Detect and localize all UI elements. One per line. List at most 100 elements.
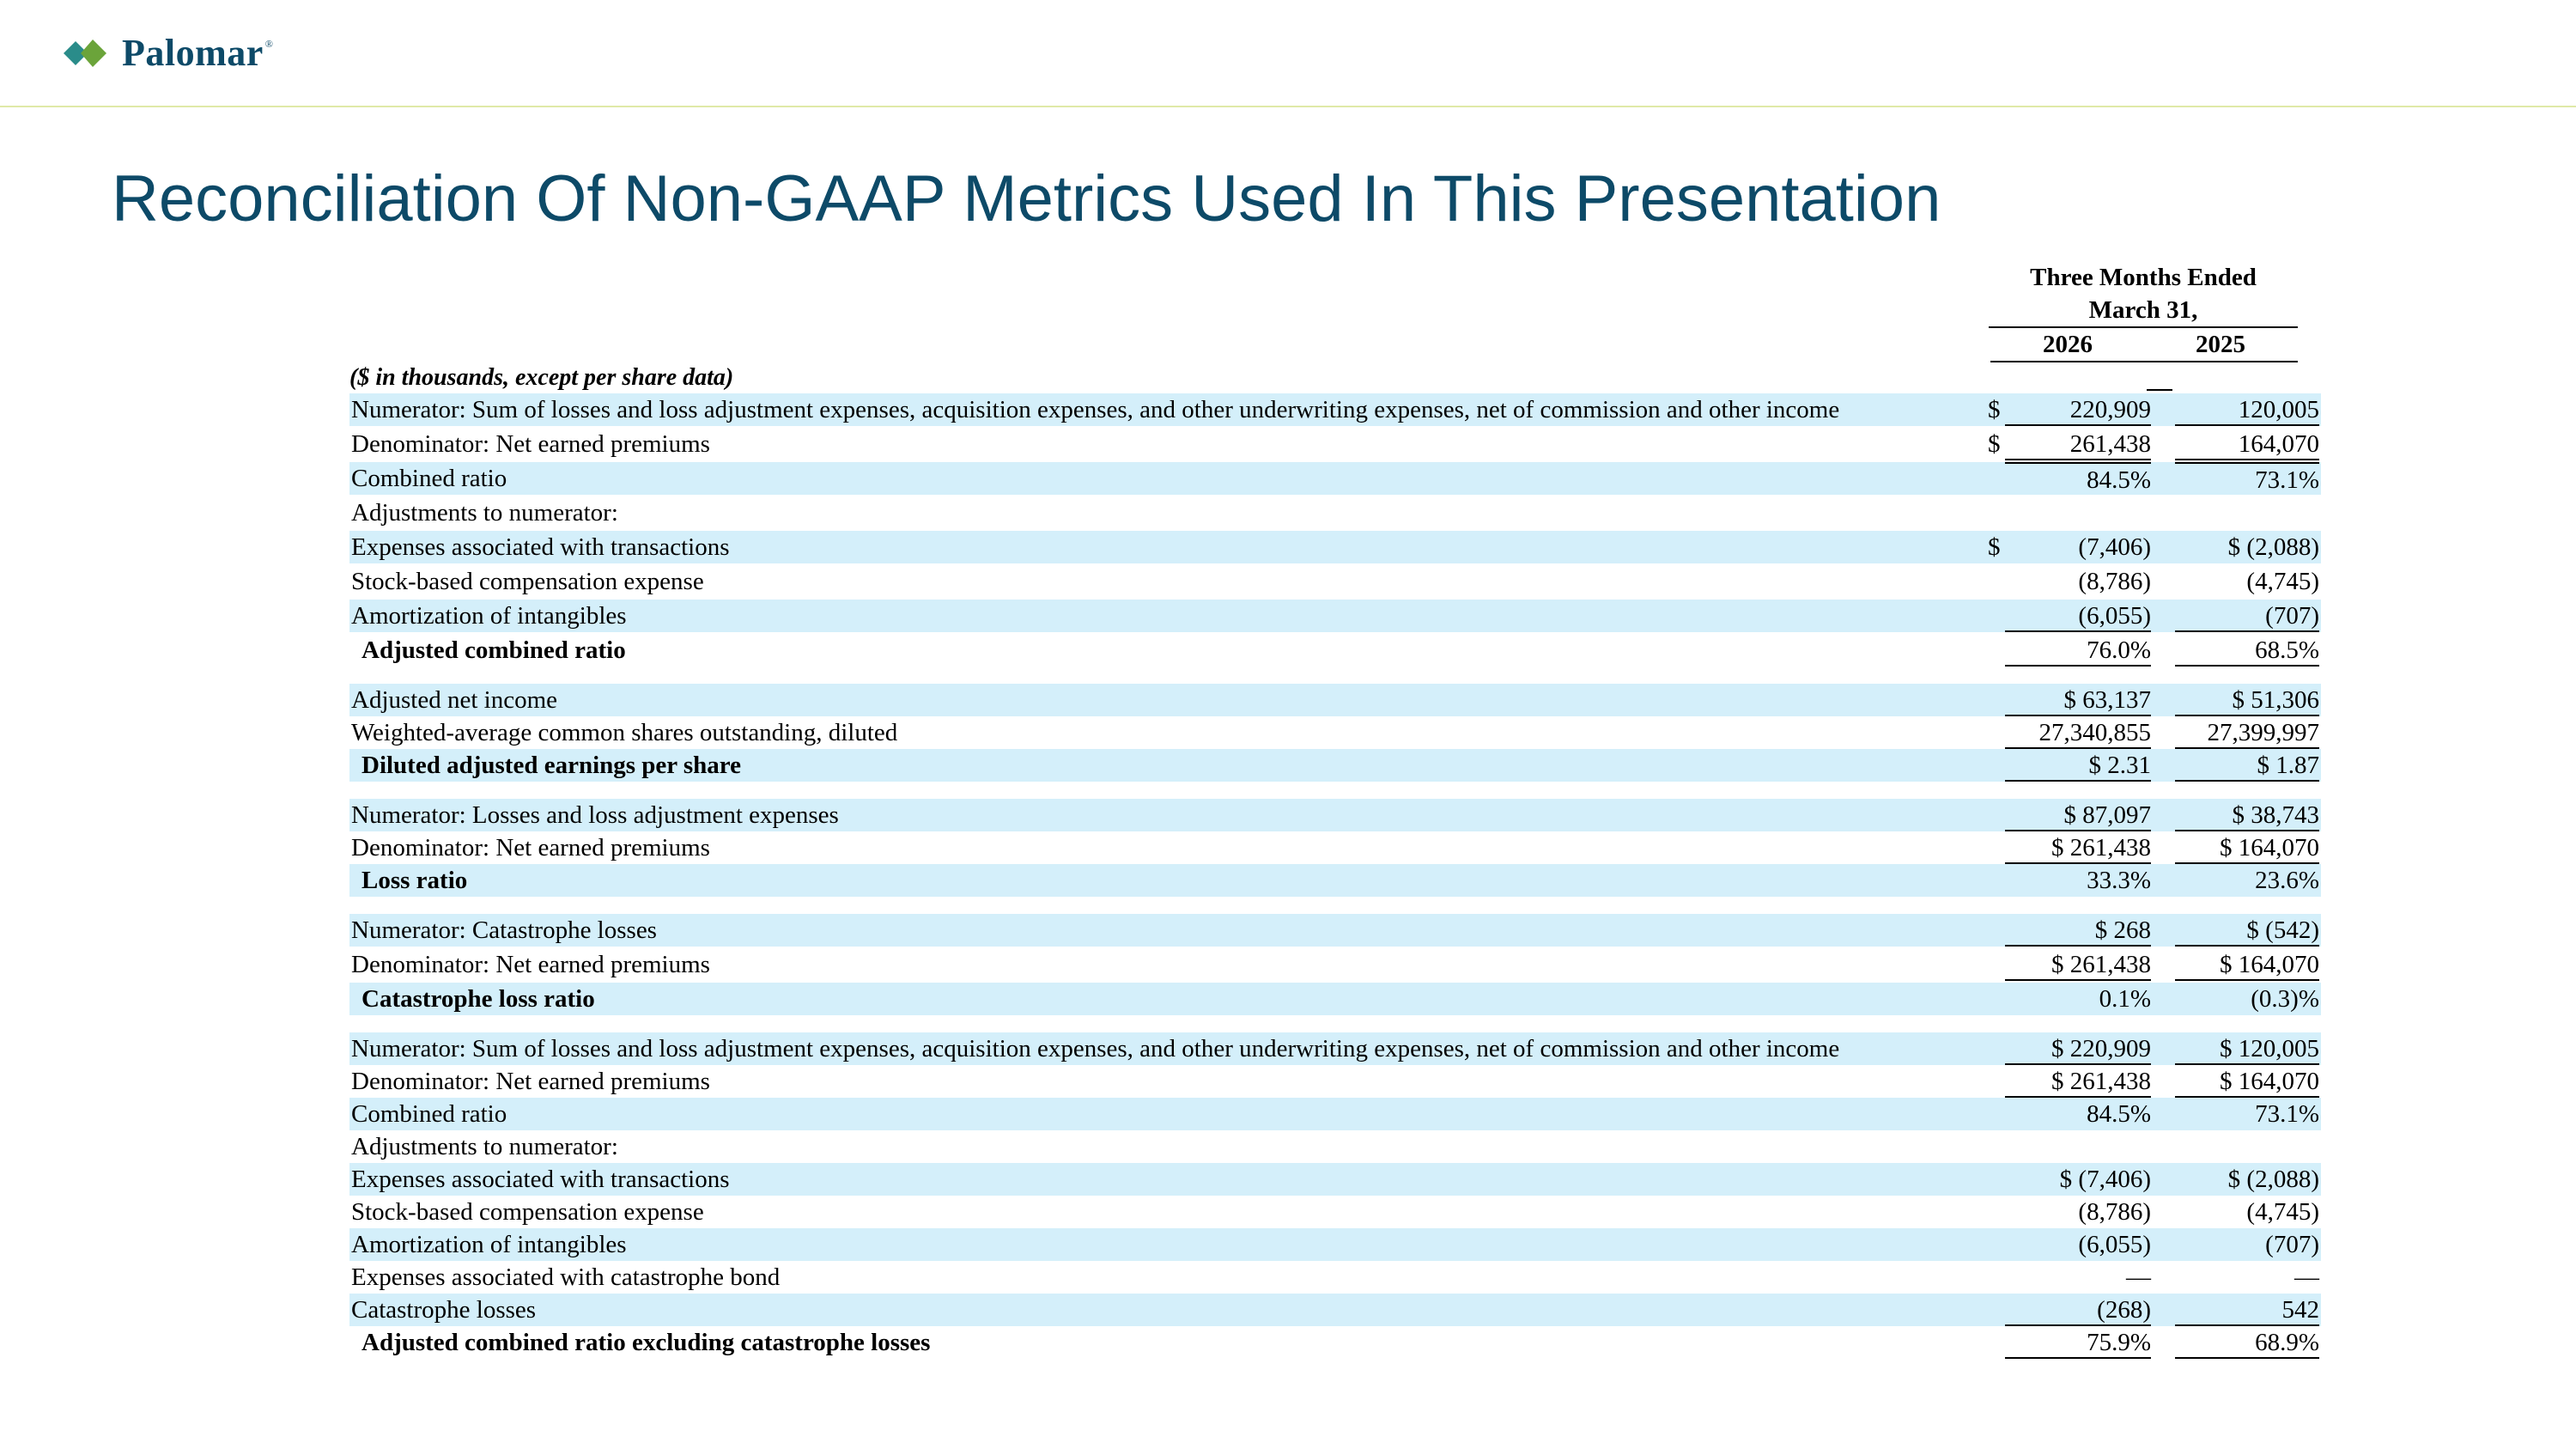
table-row: Loss ratio 33.3% 23.6%: [349, 864, 2321, 897]
value-2025: 542: [2175, 1294, 2319, 1326]
value-2026: 84.5%: [2005, 462, 2151, 495]
row-label: Stock-based compensation expense: [351, 568, 704, 595]
year-2026-header: 2026: [1990, 328, 2145, 362]
table-row: Diluted adjusted earnings per share $ 2.3…: [349, 749, 2321, 782]
row-label: Loss ratio: [361, 867, 468, 894]
dollar-sign: $: [1988, 533, 2001, 561]
header-dash: [2147, 389, 2172, 391]
value-2025: 68.9%: [2175, 1326, 2319, 1359]
row-label: Expenses associated with catastrophe bon…: [351, 1263, 781, 1291]
row-label: Denominator: Net earned premiums: [351, 1068, 710, 1095]
row-label: Amortization of intangibles: [351, 1231, 627, 1258]
value-2025: 68.5%: [2175, 634, 2319, 667]
value-2025: $ 51,306: [2175, 684, 2319, 716]
value-2026: $ 261,438: [2005, 831, 2151, 864]
value-2026: (6,055): [2005, 600, 2151, 632]
value-2025: $ (542): [2175, 914, 2319, 947]
table-row: Catastrophe losses (268) 542: [349, 1294, 2321, 1326]
value-2025: $ 164,070: [2175, 831, 2319, 864]
value-2026: 75.9%: [2005, 1326, 2151, 1359]
row-label: Expenses associated with transactions: [351, 1166, 730, 1193]
value-2026: 0.1%: [2099, 985, 2151, 1013]
table-row: Adjustments to numerator:: [349, 496, 2321, 529]
value-2025: (0.3)%: [2251, 985, 2319, 1013]
value-2025: —: [2294, 1263, 2319, 1291]
value-2025: $ 38,743: [2175, 799, 2319, 831]
registered-mark: ®: [264, 38, 273, 50]
table-row: Adjustments to numerator:: [349, 1130, 2321, 1163]
value-2025: $ 1.87: [2175, 749, 2319, 782]
year-2025-header: 2025: [2143, 328, 2298, 362]
table-row: Adjusted combined ratio 76.0% 68.5%: [349, 634, 2321, 667]
table-row: Adjusted net income $ 63,137 $ 51,306: [349, 684, 2321, 716]
row-label: Diluted adjusted earnings per share: [361, 752, 742, 779]
row-label: Stock-based compensation expense: [351, 1198, 704, 1226]
value-2026: $ 220,909: [2005, 1032, 2151, 1065]
row-label: Expenses associated with transactions: [351, 533, 730, 561]
value-2026: 76.0%: [2005, 634, 2151, 667]
row-label: Numerator: Sum of losses and loss adjust…: [351, 1035, 1840, 1062]
value-2025: 120,005: [2175, 393, 2319, 426]
value-2026: 220,909: [2005, 393, 2151, 426]
value-2026: (8,786): [2078, 1198, 2151, 1226]
table-row: Expenses associated with transactions $ (7…: [349, 531, 2321, 563]
value-2026: (6,055): [2078, 1231, 2151, 1258]
value-2026: $ 63,137: [2005, 684, 2151, 716]
period-date-header: March 31,: [1989, 294, 2298, 328]
row-label: Adjusted combined ratio excluding catast…: [361, 1329, 931, 1356]
brand-name: Palomar: [122, 32, 264, 74]
table-row: Stock-based compensation expense (8,786) (…: [349, 1196, 2321, 1228]
palomar-diamond-logo-icon: [64, 39, 106, 67]
row-label: Adjustments to numerator:: [351, 499, 618, 527]
row-label: Catastrophe loss ratio: [361, 985, 595, 1013]
row-label: Numerator: Catastrophe losses: [351, 916, 657, 944]
table-row: Amortization of intangibles (6,055) (707): [349, 1228, 2321, 1261]
value-2026: $ (7,406): [2059, 1166, 2151, 1193]
table-row: Adjusted combined ratio excluding catast…: [349, 1326, 2321, 1359]
row-label: Adjusted net income: [351, 686, 558, 714]
value-2025: 73.1%: [2255, 1100, 2319, 1128]
value-2025: [2175, 496, 2319, 529]
row-label: Catastrophe losses: [351, 1296, 537, 1324]
value-2026: 84.5%: [2087, 1100, 2151, 1128]
value-2026: 33.3%: [2087, 867, 2151, 894]
value-2026: $ 87,097: [2005, 799, 2151, 831]
row-label: Amortization of intangibles: [351, 602, 627, 630]
value-2026: 261,438: [2005, 428, 2151, 460]
row-label: Adjustments to numerator:: [351, 1133, 618, 1160]
page-title: Reconciliation Of Non-GAAP Metrics Used …: [112, 162, 1941, 235]
units-note: ($ in thousands, except per share data): [349, 364, 734, 391]
value-2025: $ 164,070: [2175, 1065, 2319, 1098]
value-2025: $ (2,088): [2227, 533, 2319, 561]
value-2025: (4,745): [2246, 1198, 2319, 1226]
value-2025: $ 164,070: [2175, 948, 2319, 981]
row-label: Numerator: Losses and loss adjustment ex…: [351, 801, 839, 829]
table-row: Numerator: Catastrophe losses $ 268 $ (542…: [349, 914, 2321, 947]
row-label: Combined ratio: [351, 1100, 507, 1128]
value-2025: (4,745): [2246, 568, 2319, 595]
value-2025: $ (2,088): [2227, 1166, 2319, 1193]
value-2025: 164,070: [2175, 428, 2319, 460]
value-2026: (268): [2005, 1294, 2151, 1326]
dollar-sign: $: [1988, 430, 2001, 458]
dollar-sign: $: [1988, 396, 2001, 423]
table-row: Denominator: Net earned premiums $ 261,43…: [349, 831, 2321, 864]
table-row: Combined ratio 84.5% 73.1%: [349, 462, 2321, 495]
value-2026: $ 261,438: [2005, 1065, 2151, 1098]
header-divider: [0, 106, 2576, 107]
row-label: Weighted-average common shares outstandi…: [351, 719, 898, 746]
table-row: Stock-based compensation expense (8,786) (…: [349, 565, 2321, 598]
value-2026: $ 2.31: [2005, 749, 2151, 782]
value-2026: (7,406): [2078, 533, 2151, 561]
table-row: Expenses associated with transactions $ (…: [349, 1163, 2321, 1196]
value-2026: $ 268: [2005, 914, 2151, 947]
value-2025: $ 120,005: [2175, 1032, 2319, 1065]
palomar-logo[interactable]: Palomar ®: [62, 31, 273, 75]
value-2025: [2175, 1130, 2319, 1163]
row-label: Denominator: Net earned premiums: [351, 430, 710, 458]
table-row: Numerator: Sum of losses and loss adjust…: [349, 393, 2321, 426]
table-row: Numerator: Losses and loss adjustment ex…: [349, 799, 2321, 831]
value-2025: (707): [2265, 1231, 2319, 1258]
row-label: Combined ratio: [351, 465, 507, 492]
table-row: Catastrophe loss ratio 0.1% (0.3)%: [349, 983, 2321, 1015]
